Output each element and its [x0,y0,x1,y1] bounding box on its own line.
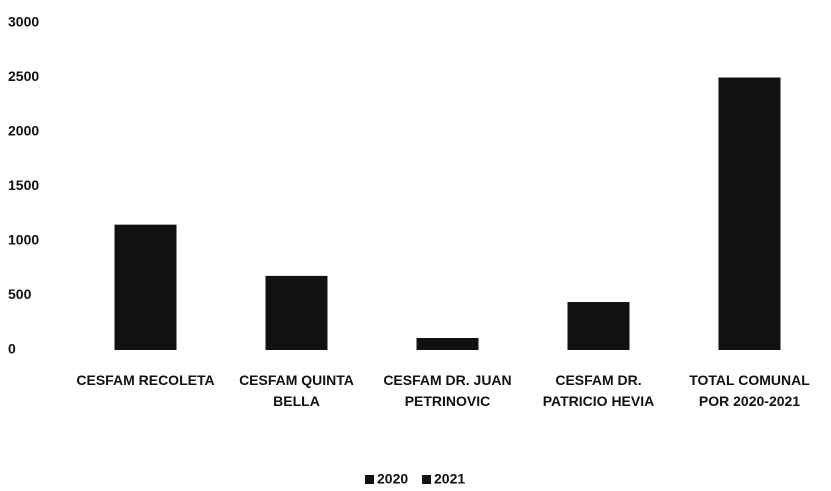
legend-label: 2021 [434,471,465,487]
bar [567,302,630,350]
legend-swatch [422,475,431,484]
x-tick-label: CESFAM RECOLETA [76,372,215,388]
legend-swatch [365,475,374,484]
y-tick-label: 3000 [8,14,39,30]
x-tick-label: CESFAM QUINTA BELLA [239,372,354,409]
x-tick-label: CESFAM DR. PATRICIO HEVIA [542,372,655,409]
bar [265,275,328,350]
y-tick-label: 500 [8,286,32,302]
y-tick-label: 0 [8,341,16,357]
y-tick-label: 2000 [8,123,39,139]
bar [718,77,781,350]
bar [416,338,479,350]
legend-label: 2020 [377,471,408,487]
bar [114,224,177,350]
y-tick-label: 1000 [8,232,39,248]
x-tick-label: TOTAL COMUNAL POR 2020-2021 [689,372,810,409]
x-tick-label: CESFAM DR. JUAN PETRINOVIC [383,372,512,409]
y-tick-label: 2500 [8,68,39,84]
y-tick-label: 1500 [8,177,39,193]
